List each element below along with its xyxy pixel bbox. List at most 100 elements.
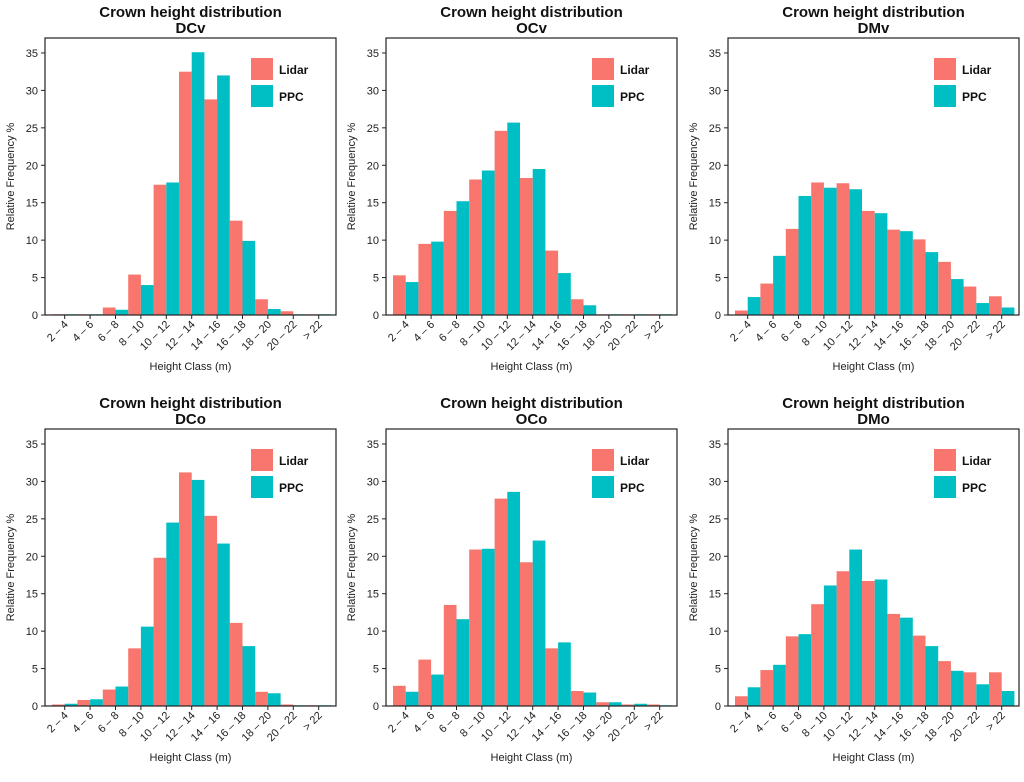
bar-lidar bbox=[204, 515, 218, 706]
bar-lidar bbox=[153, 557, 167, 706]
x-tick-label: 4 – 6 bbox=[70, 710, 96, 736]
x-tick-label: > 22 bbox=[642, 319, 666, 343]
bar-lidar bbox=[570, 299, 584, 315]
chart-panel-oco: Crown height distribution OCo 0 5 10 15 20 25 30… bbox=[341, 391, 682, 782]
y-tick-label: 20 bbox=[709, 160, 721, 172]
chart-title: Crown height distribution bbox=[782, 4, 964, 21]
y-tick-label: 0 bbox=[715, 310, 721, 322]
chart-title: Crown height distribution bbox=[440, 4, 622, 21]
bar-ppc bbox=[532, 540, 546, 706]
legend-swatch-ppc bbox=[592, 476, 614, 498]
bar-lidar bbox=[204, 99, 218, 315]
y-tick-label: 35 bbox=[367, 439, 379, 451]
y-tick-label: 0 bbox=[32, 310, 38, 322]
plot-frame bbox=[727, 428, 1020, 707]
bar-lidar bbox=[229, 622, 243, 706]
bar-lidar bbox=[280, 311, 294, 315]
y-tick-label: 5 bbox=[373, 664, 379, 676]
bar-ppc bbox=[976, 684, 989, 706]
y-axis-label: Relative Frequency % bbox=[346, 513, 358, 621]
bar-lidar bbox=[963, 672, 977, 706]
bar-lidar bbox=[77, 700, 91, 706]
y-axis-label: Relative Frequency % bbox=[688, 122, 700, 230]
y-tick-label: 10 bbox=[709, 626, 721, 638]
y-tick-label: 5 bbox=[32, 664, 38, 676]
y-tick-label: 5 bbox=[715, 664, 721, 676]
x-tick-label: 2 – 4 bbox=[386, 710, 412, 736]
bar-ppc bbox=[823, 585, 837, 706]
bar-lidar bbox=[443, 210, 457, 315]
y-tick-label: 20 bbox=[709, 551, 721, 563]
bar-ppc bbox=[798, 195, 812, 315]
y-tick-label: 30 bbox=[26, 476, 38, 488]
bar-ppc bbox=[166, 182, 179, 315]
bar-ppc bbox=[191, 479, 205, 706]
bar-lidar bbox=[760, 283, 774, 315]
bar-ppc bbox=[267, 693, 281, 706]
chart-title: Crown height distribution bbox=[99, 4, 281, 21]
y-tick-label: 15 bbox=[26, 198, 38, 210]
bar-ppc bbox=[217, 75, 230, 315]
bar-lidar bbox=[255, 299, 268, 315]
legend-label-lidar: Lidar bbox=[279, 63, 309, 77]
chart-panel-dmo: Crown height distribution DMo 0 5 10 15 20 25 30… bbox=[683, 391, 1024, 782]
bar-ppc bbox=[115, 309, 129, 315]
plot-frame bbox=[385, 428, 678, 707]
x-tick-label: 4 – 6 bbox=[411, 319, 437, 345]
legend-swatch-ppc bbox=[251, 476, 273, 498]
x-tick-label: 2 – 4 bbox=[45, 710, 71, 736]
bar-lidar bbox=[989, 672, 1002, 706]
bar-lidar bbox=[887, 613, 901, 706]
bar-lidar bbox=[570, 691, 584, 706]
bar-ppc bbox=[90, 699, 103, 706]
chart-subtitle: DMo bbox=[857, 411, 890, 428]
bar-ppc bbox=[773, 664, 786, 706]
bar-ppc bbox=[925, 252, 939, 315]
y-tick-label: 25 bbox=[367, 123, 379, 135]
bar-ppc bbox=[558, 273, 571, 315]
bar-lidar bbox=[128, 648, 141, 706]
bar-lidar bbox=[494, 498, 508, 706]
bar-lidar bbox=[280, 704, 294, 706]
chart-panel-dmv: Crown height distribution DMv 0 5 10 15 20 25 30… bbox=[683, 0, 1024, 391]
x-tick-label: 4 – 6 bbox=[411, 710, 437, 736]
y-axis-label: Relative Frequency % bbox=[5, 122, 17, 230]
bar-lidar bbox=[520, 562, 533, 706]
bar-lidar bbox=[469, 549, 482, 706]
bar-lidar bbox=[836, 183, 850, 315]
bar-lidar bbox=[887, 229, 901, 315]
bar-lidar bbox=[938, 261, 951, 315]
legend-swatch-ppc bbox=[592, 85, 614, 107]
bar-lidar bbox=[255, 691, 268, 706]
bar-ppc bbox=[140, 285, 154, 315]
y-tick-label: 5 bbox=[373, 273, 379, 285]
bar-lidar bbox=[596, 702, 609, 706]
y-tick-label: 5 bbox=[715, 273, 721, 285]
y-tick-label: 25 bbox=[26, 123, 38, 135]
bar-lidar bbox=[621, 704, 635, 706]
legend-swatch-ppc bbox=[934, 476, 956, 498]
bar-ppc bbox=[431, 241, 444, 315]
y-tick-label: 15 bbox=[709, 198, 721, 210]
legend-label-ppc: PPC bbox=[962, 481, 987, 495]
y-tick-label: 30 bbox=[709, 85, 721, 97]
y-tick-label: 25 bbox=[709, 514, 721, 526]
x-axis-label: Height Class (m) bbox=[491, 752, 573, 764]
bar-lidar bbox=[229, 220, 243, 315]
y-tick-label: 35 bbox=[709, 439, 721, 451]
bar-lidar bbox=[785, 636, 799, 706]
legend-label-ppc: PPC bbox=[962, 90, 987, 104]
bar-lidar bbox=[128, 274, 141, 315]
chart-subtitle: OCv bbox=[516, 20, 548, 37]
bar-ppc bbox=[583, 305, 597, 315]
chart-title: Crown height distribution bbox=[440, 395, 622, 412]
bar-lidar bbox=[735, 696, 748, 706]
x-tick-label: 2 – 4 bbox=[386, 319, 412, 345]
legend-label-ppc: PPC bbox=[279, 90, 304, 104]
bar-ppc bbox=[405, 282, 419, 315]
bar-ppc bbox=[634, 703, 647, 706]
bar-lidar bbox=[418, 659, 432, 706]
